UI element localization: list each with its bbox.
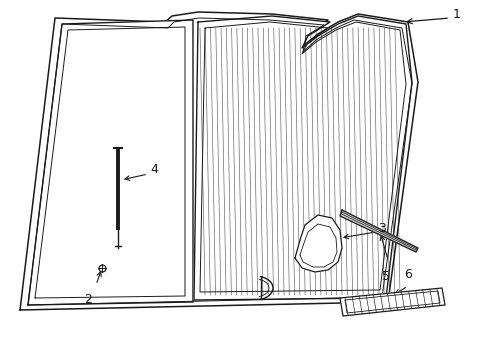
Text: 6: 6 [403,268,411,281]
Polygon shape [28,20,193,305]
Text: 5: 5 [381,270,389,283]
Polygon shape [339,210,417,252]
Polygon shape [294,215,341,272]
Text: 1: 1 [452,8,460,21]
Text: 2: 2 [84,293,92,306]
Polygon shape [339,288,444,316]
Polygon shape [20,12,417,310]
Text: 4: 4 [150,162,158,176]
Polygon shape [194,16,411,300]
Text: 3: 3 [377,221,385,234]
